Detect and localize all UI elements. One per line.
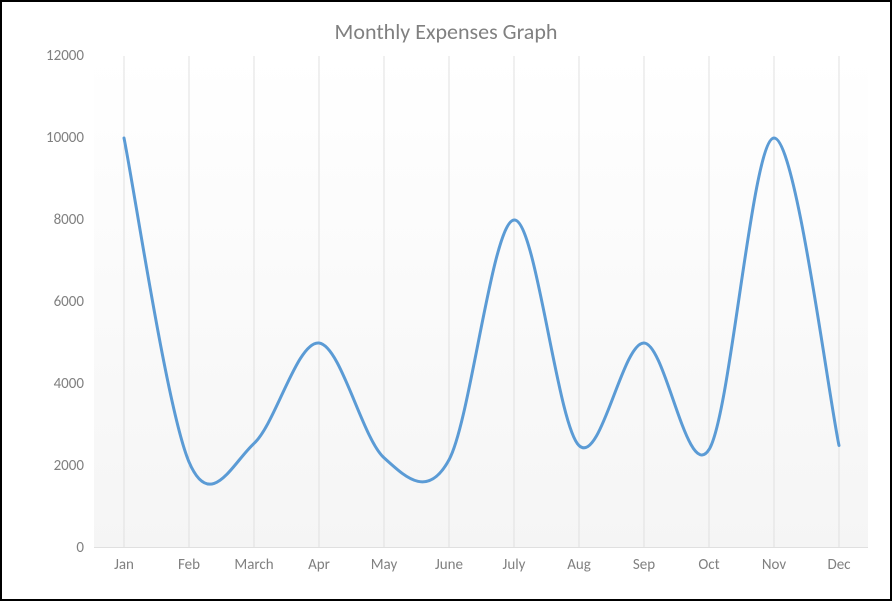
y-axis-tick-label: 12000 [34, 47, 84, 65]
x-axis-tick-label: Oct [698, 556, 719, 574]
x-axis-tick-label: Nov [762, 556, 786, 574]
y-axis-tick-label: 10000 [34, 129, 84, 147]
x-axis-tick-label: March [234, 556, 273, 574]
x-axis-tick-label: July [503, 556, 526, 574]
x-axis-tick-label: Jan [114, 556, 134, 574]
x-axis-tick-label: Dec [827, 556, 850, 574]
x-axis-tick-label: Apr [308, 556, 330, 574]
chart-container: Monthly Expenses Graph 0 2000 4000 6000 8000… [0, 0, 892, 601]
x-axis-tick-label: Feb [178, 556, 200, 574]
y-axis-tick-label: 2000 [34, 457, 84, 475]
plot-area [94, 56, 868, 548]
x-axis-tick-label: June [435, 556, 463, 574]
y-axis-tick-label: 4000 [34, 375, 84, 393]
x-axis-tick-label: May [371, 556, 398, 574]
x-axis-tick-label: Aug [567, 556, 591, 574]
y-axis-tick-label: 0 [34, 539, 84, 557]
y-axis-tick-label: 6000 [34, 293, 84, 311]
chart-title: Monthly Expenses Graph [2, 18, 890, 45]
y-axis-tick-label: 8000 [34, 211, 84, 229]
x-axis-tick-label: Sep [633, 556, 655, 574]
